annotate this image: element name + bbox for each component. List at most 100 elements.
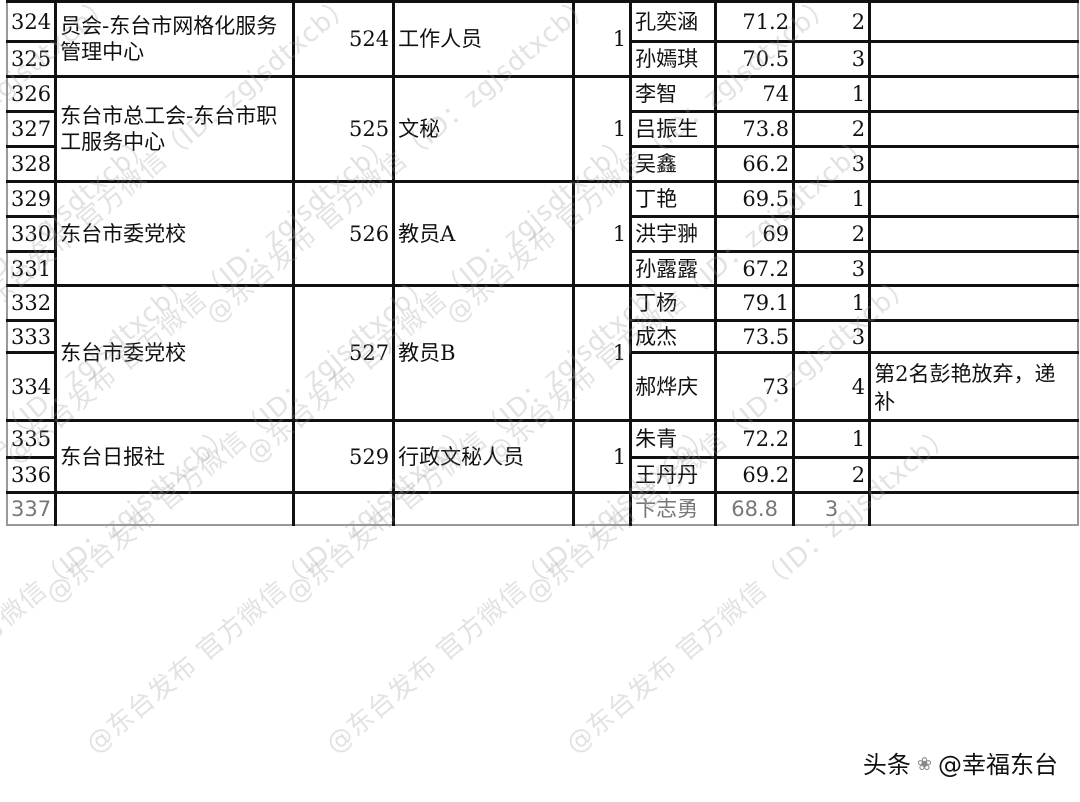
candidate-name: 吕振生 [629, 110, 718, 148]
remark-cell [868, 110, 1079, 148]
row-number: 333 [6, 319, 58, 354]
account-label: @幸福东台 [938, 751, 1058, 779]
job-title-cell: 文秘 [392, 75, 576, 183]
remark-cell [868, 180, 1079, 218]
rank-cell: 2 [792, 0, 872, 43]
remark-cell [868, 419, 1079, 459]
table-row: 332 东台市委党校 527 教员B 1 丁杨 79.1 1 [6, 284, 1079, 422]
remark-cell [868, 284, 1079, 322]
rank-cell: 2 [792, 456, 872, 494]
row-number: 324 [6, 0, 58, 43]
candidate-name: 成杰 [629, 319, 718, 354]
remark-cell [868, 75, 1079, 113]
score-cell: 71.2 [714, 0, 796, 43]
candidate-name: 朱青 [629, 419, 718, 459]
remark-cell [868, 215, 1079, 253]
rank-cell: 3 [792, 319, 872, 354]
job-code-cell: 527 [292, 284, 396, 422]
table-row: 334 郝烨庆 73 4 第2名彭艳放弃，递补 [6, 351, 1079, 422]
candidate-name: 郝烨庆 [629, 351, 718, 422]
candidate-name: 丁杨 [629, 284, 718, 322]
results-table: 324 员会-东台市网格化服务管理中心 524 工作人员 1 孔奕涵 71.2 2 325 孙嫣琪… [6, 0, 1079, 526]
remark-cell: 第2名彭艳放弃，递补 [868, 351, 1079, 422]
row-number: 326 [6, 75, 58, 113]
row-number: 331 [6, 250, 58, 287]
score-cell: 67.2 [714, 250, 796, 287]
job-code-cell: 526 [292, 180, 396, 287]
job-title-cell: 工作人员 [392, 0, 576, 78]
candidate-name: 洪宇翀 [629, 215, 718, 253]
remark-cell [868, 456, 1079, 494]
organization-cell: 东台日报社 [54, 419, 296, 494]
hiring-count-cell: 1 [572, 75, 633, 183]
score-cell: 68.8 [714, 491, 796, 526]
hiring-count-cell: 1 [572, 180, 633, 287]
table-row: 336 王丹丹 69.2 2 [6, 456, 1079, 494]
hiring-count-cell: 1 [572, 0, 633, 78]
row-number: 328 [6, 145, 58, 183]
organization-cell: 东台市委党校 [54, 180, 296, 287]
remark-cell [868, 319, 1079, 354]
row-number: 327 [6, 110, 58, 148]
footer-attribution: 头条 ❀ @幸福东台 [863, 750, 1058, 780]
remark-cell [868, 145, 1079, 183]
row-number: 332 [6, 284, 58, 322]
job-title-cell: 行政文秘人员 [392, 419, 576, 494]
table-row: 333 成杰 73.5 3 [6, 319, 1079, 354]
row-number: 329 [6, 180, 58, 218]
rank-cell: 1 [792, 284, 872, 322]
empty-cell [54, 491, 296, 526]
candidate-name: 孙嫣琪 [629, 40, 718, 78]
remark-cell [868, 40, 1079, 78]
rank-cell: 3 [792, 250, 872, 287]
score-cell: 73 [714, 351, 796, 422]
platform-label: 头条 [862, 751, 911, 779]
candidate-name: 王丹丹 [629, 456, 718, 494]
table-row: 325 孙嫣琪 70.5 3 [6, 40, 1079, 78]
score-cell: 69 [714, 215, 796, 253]
row-number: 337 [6, 491, 58, 526]
table-row: 330 洪宇翀 69 2 [6, 215, 1079, 253]
score-cell: 79.1 [714, 284, 796, 322]
empty-cell [572, 491, 633, 526]
table-row: 327 吕振生 73.8 2 [6, 110, 1079, 148]
table-row: 329 东台市委党校 526 教员A 1 丁艳 69.5 1 [6, 180, 1079, 287]
candidate-name: 卞志勇 [629, 491, 718, 526]
job-title-cell: 教员A [392, 180, 576, 287]
rank-cell: 1 [792, 180, 872, 218]
row-number: 334 [6, 351, 58, 422]
empty-cell [292, 491, 396, 526]
remark-cell [868, 250, 1079, 287]
hiring-count-cell: 1 [572, 419, 633, 494]
table-row: 328 吴鑫 66.2 3 [6, 145, 1079, 183]
candidate-name: 吴鑫 [629, 145, 718, 183]
row-number: 330 [6, 215, 58, 253]
candidate-name: 孙露露 [629, 250, 718, 287]
rank-cell: 3 [792, 145, 872, 183]
candidate-name: 李智 [629, 75, 718, 113]
score-cell: 73.5 [714, 319, 796, 354]
rank-cell: 1 [792, 75, 872, 113]
score-cell: 70.5 [714, 40, 796, 78]
job-code-cell: 524 [292, 0, 396, 78]
row-number: 325 [6, 40, 58, 78]
remark-cell [868, 491, 1079, 526]
rank-cell: 3 [792, 491, 872, 526]
empty-cell [392, 491, 576, 526]
table-row: 324 员会-东台市网格化服务管理中心 524 工作人员 1 孔奕涵 71.2 2 [6, 0, 1079, 78]
score-cell: 72.2 [714, 419, 796, 459]
candidate-name: 孔奕涵 [629, 0, 718, 43]
candidate-name: 丁艳 [629, 180, 718, 218]
job-title-cell: 教员B [392, 284, 576, 422]
table-row: 335 东台日报社 529 行政文秘人员 1 朱青 72.2 1 [6, 419, 1079, 494]
logo-icon: ❀ [916, 754, 932, 775]
score-cell: 69.5 [714, 180, 796, 218]
rank-cell: 2 [792, 110, 872, 148]
organization-cell: 东台市委党校 [54, 284, 296, 422]
job-code-cell: 525 [292, 75, 396, 183]
rank-cell: 4 [792, 351, 872, 422]
table-row: 337 卞志勇 68.8 3 [6, 491, 1079, 526]
score-cell: 73.8 [714, 110, 796, 148]
score-cell: 74 [714, 75, 796, 113]
rank-cell: 3 [792, 40, 872, 78]
